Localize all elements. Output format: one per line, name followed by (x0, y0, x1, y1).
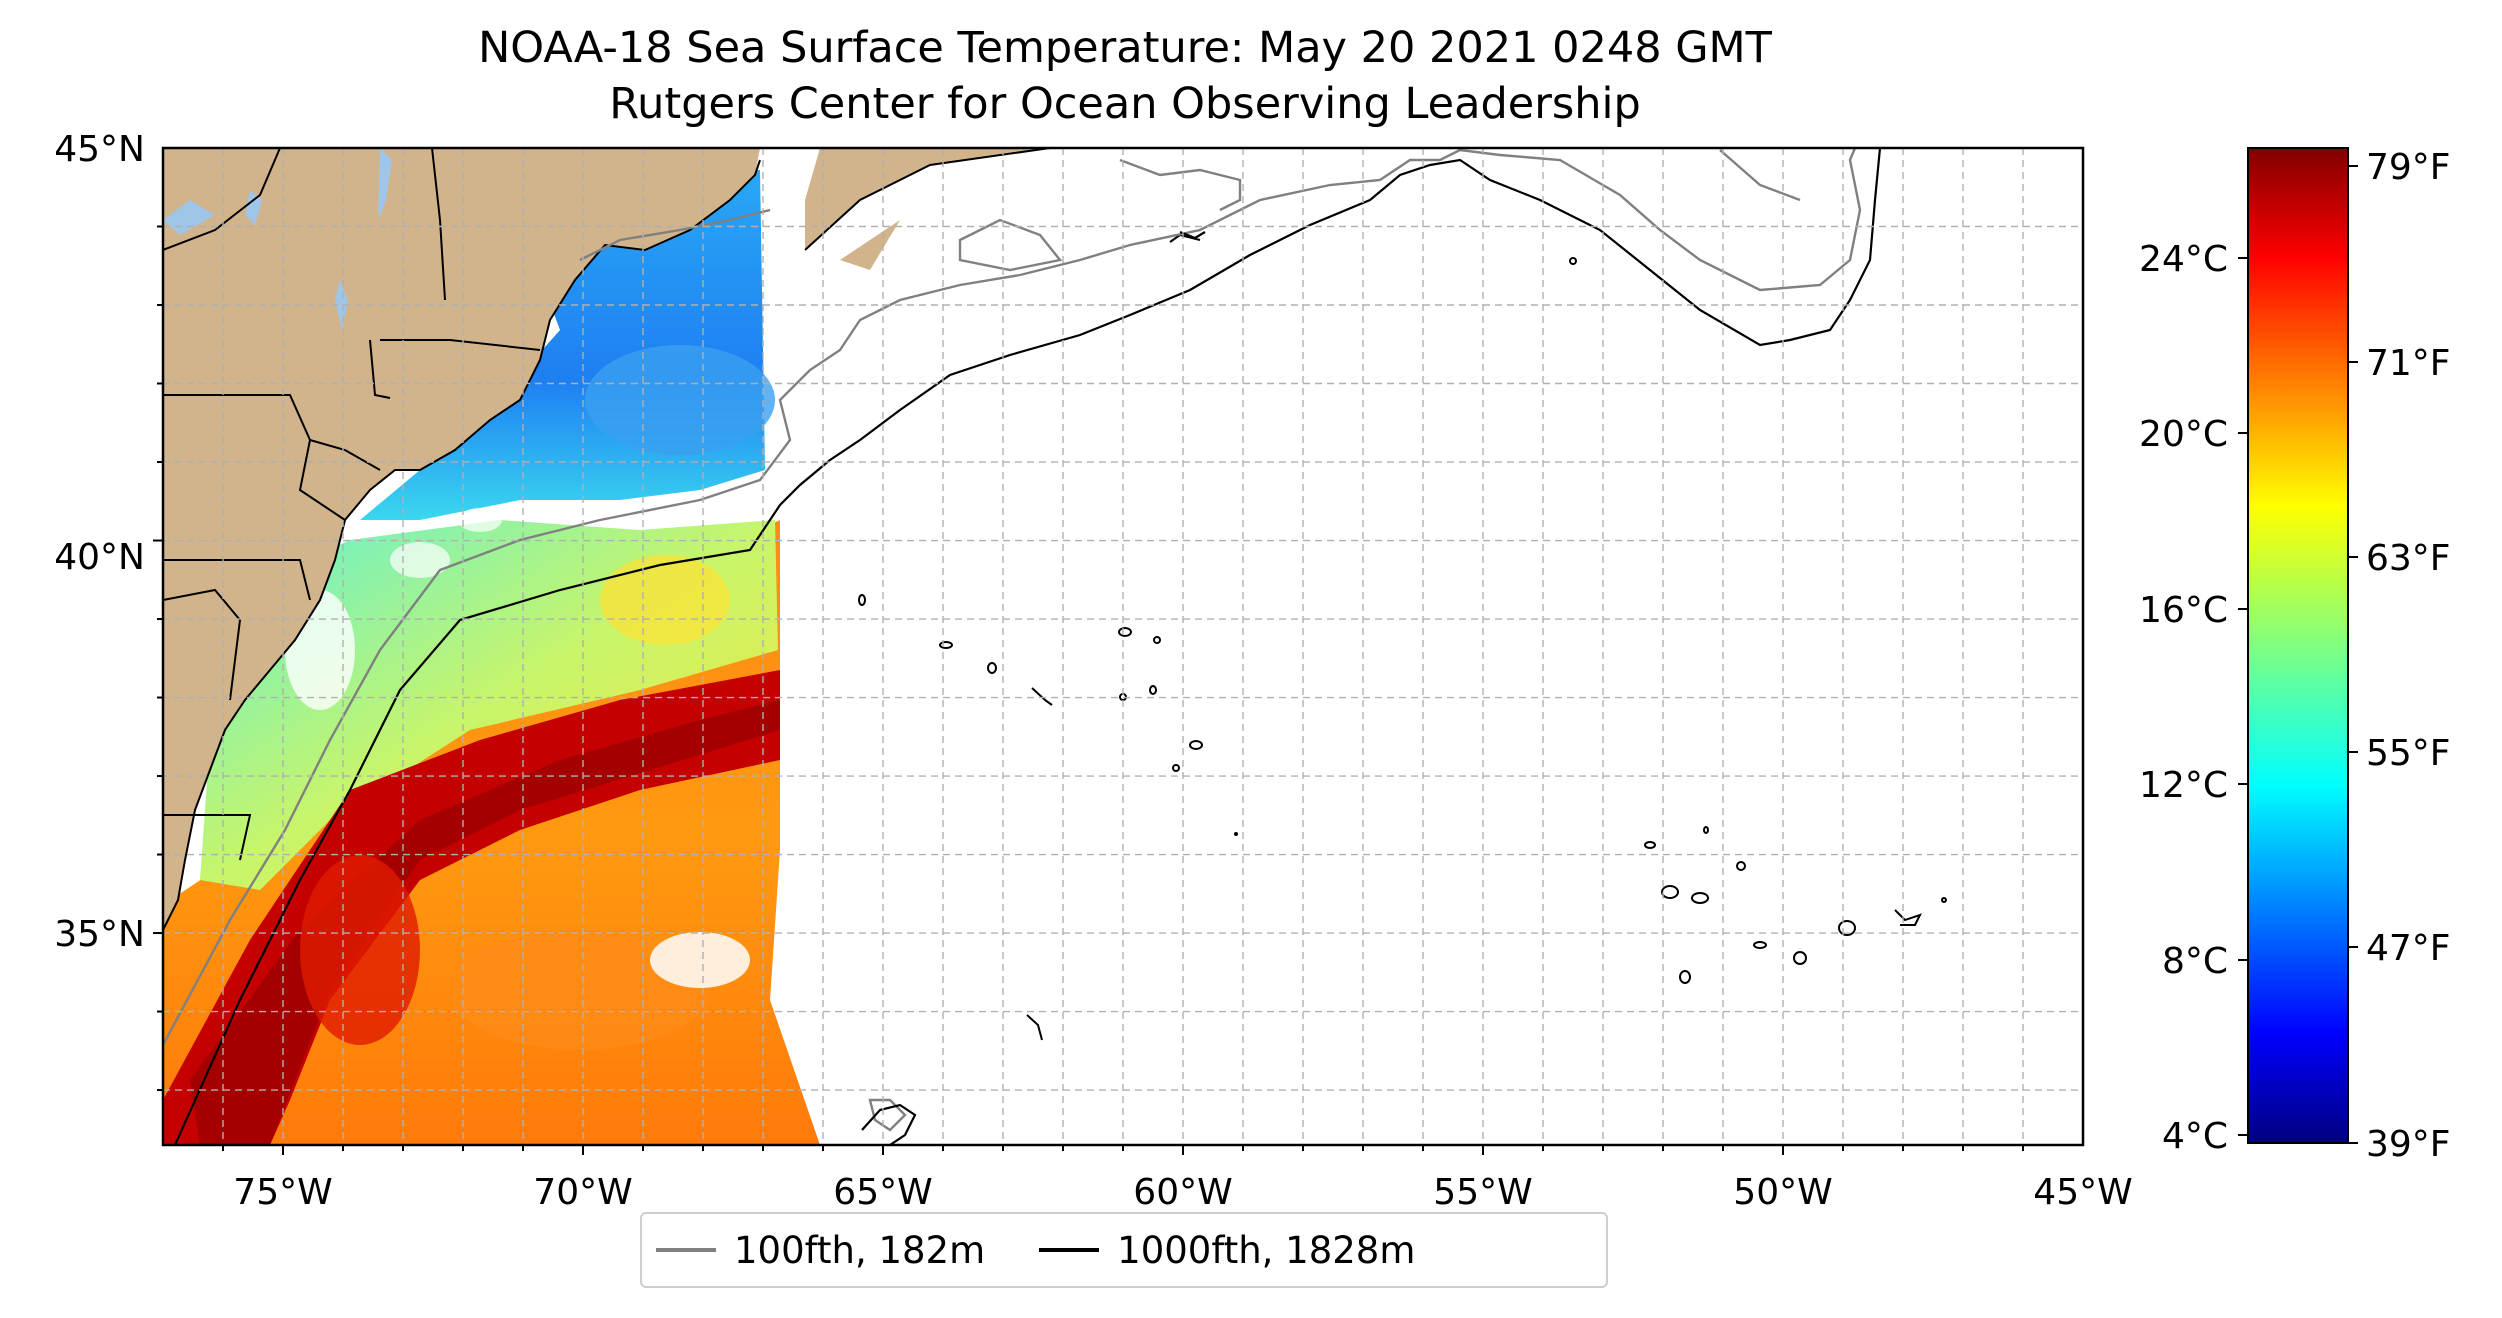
colorbar-celsius-tick: 20°C (2139, 414, 2228, 455)
map-area (163, 148, 2083, 1145)
seamounts (858, 257, 1947, 1041)
map-title: NOAA-18 Sea Surface Temperature: May 20 … (478, 23, 1772, 73)
legend-label: 1000fth, 1828m (1117, 1228, 1416, 1272)
legend-label: 100fth, 182m (734, 1228, 986, 1272)
state-borders (163, 148, 760, 861)
legend-line-gray (656, 1248, 716, 1252)
land-mass (163, 148, 1050, 930)
axis-ticks (153, 225, 2024, 1155)
colorbar-fahrenheit-tick: 63°F (2366, 538, 2451, 579)
colorbar-celsius-tick: 12°C (2139, 765, 2228, 806)
colorbar-fahrenheit-tick: 71°F (2366, 343, 2451, 384)
colorbar: 24°C 20°C 16°C 12°C 8°C 4°C 79°F 71°F 63… (2139, 147, 2451, 1165)
colorbar-celsius-tick: 16°C (2139, 590, 2228, 631)
legend-item-100fth: 100fth, 182m (642, 1229, 985, 1272)
legend-line-black (1039, 1248, 1100, 1252)
lon-label-60w: 60°W (1133, 1172, 1232, 1213)
colorbar-fahrenheit-tick: 39°F (2366, 1124, 2451, 1165)
colorbar-celsius-tick: 4°C (2162, 1116, 2228, 1157)
lon-label-50w: 50°W (1733, 1172, 1832, 1213)
lat-label-40: 40°N (54, 537, 145, 578)
colorbar-fahrenheit-tick: 55°F (2366, 733, 2451, 774)
legend-item-1000fth: 1000fth, 1828m (1025, 1229, 1415, 1272)
lon-label-65w: 65°W (833, 1172, 932, 1213)
graticule (163, 148, 2083, 1145)
colorbar-fahrenheit-tick: 47°F (2366, 928, 2451, 969)
isobath-100fth (163, 148, 1862, 1132)
isobath-legend: 100fth, 182m 1000fth, 1828m (640, 1212, 1608, 1288)
lon-label-55w: 55°W (1433, 1172, 1532, 1213)
colorbar-frame (2247, 147, 2349, 1144)
colorbar-fahrenheit-tick: 79°F (2366, 147, 2451, 188)
lon-label-75w: 75°W (233, 1172, 332, 1213)
lat-label-45: 45°N (54, 129, 145, 170)
colorbar-gradient (2248, 148, 2348, 1143)
colorbar-celsius-tick: 24°C (2139, 239, 2228, 280)
isobath-1000fth (173, 148, 1882, 1145)
lat-label-35: 35°N (54, 914, 145, 955)
lon-label-45w: 45°W (2033, 1172, 2132, 1213)
lon-label-70w: 70°W (533, 1172, 632, 1213)
map-subtitle: Rutgers Center for Ocean Observing Leade… (609, 79, 1641, 129)
colorbar-celsius-tick: 8°C (2162, 941, 2228, 982)
